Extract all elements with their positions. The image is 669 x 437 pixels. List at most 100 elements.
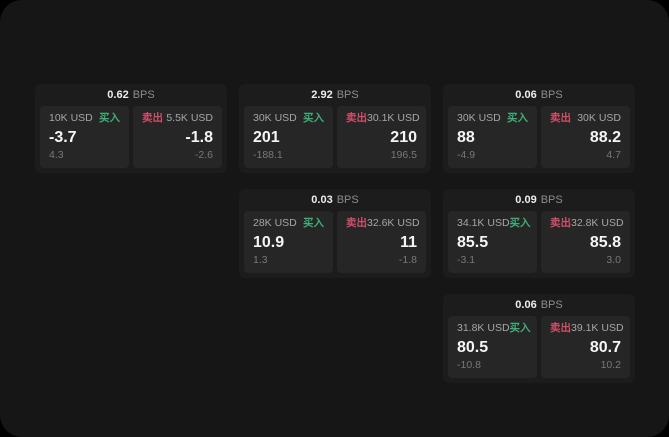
buy-panel-top: 30K USD 买入 [457, 112, 528, 125]
buy-side-label: 买入 [509, 322, 531, 334]
buy-quote-panel[interactable]: 34.1K USD 买入 85.5 -3.1 [448, 211, 537, 273]
spread-header: 0.03 BPS [239, 189, 431, 211]
buy-quote-panel[interactable]: 30K USD 买入 201 -188.1 [244, 106, 333, 168]
sell-notional: 30.1K USD [367, 112, 420, 124]
sell-panel-top: 卖出 32.8K USD [550, 217, 624, 230]
sell-price: 85.8 [589, 233, 621, 251]
quote-body: 34.1K USD 买入 85.5 -3.1 卖出 32.8K USD 85.8… [443, 211, 635, 278]
sell-notional: 39.1K USD [571, 322, 624, 334]
spread-unit: BPS [336, 89, 359, 101]
buy-notional: 30K USD [457, 112, 501, 124]
quote-card: 0.09 BPS 34.1K USD 买入 85.5 -3.1 卖出 32.8K… [443, 189, 635, 278]
buy-price: 85.5 [457, 233, 489, 251]
sell-side-label: 卖出 [346, 217, 367, 229]
buy-price: 80.5 [457, 338, 489, 356]
sell-quote-panel[interactable]: 卖出 30.1K USD 210 196.5 [337, 106, 426, 168]
spread-header: 2.92 BPS [239, 84, 431, 106]
sell-side-label: 卖出 [550, 217, 571, 229]
sell-notional: 32.8K USD [571, 217, 624, 229]
sell-notional: 30K USD [577, 112, 621, 124]
spread-header: 0.06 BPS [443, 294, 635, 316]
sell-panel-top: 卖出 39.1K USD [550, 322, 624, 335]
sell-price: 11 [400, 233, 417, 251]
sell-price: 80.7 [589, 338, 621, 356]
spread-unit: BPS [336, 194, 359, 206]
spread-value: 0.03 [311, 194, 333, 206]
buy-notional: 28K USD [253, 217, 297, 229]
buy-side-label: 买入 [507, 112, 528, 124]
sell-quote-panel[interactable]: 卖出 39.1K USD 80.7 10.2 [541, 316, 630, 378]
sell-side-label: 卖出 [550, 112, 571, 124]
buy-price: -3.7 [49, 128, 77, 146]
sell-price: 88.2 [589, 128, 621, 146]
quote-card: 0.62 BPS 10K USD 买入 -3.7 4.3 卖出 5.5K USD [35, 84, 227, 173]
quote-card: 0.03 BPS 28K USD 买入 10.9 1.3 卖出 32.6K US… [239, 189, 431, 278]
sell-side-label: 卖出 [346, 112, 367, 124]
sell-delta: 196.5 [390, 149, 417, 162]
buy-notional: 31.8K USD [457, 322, 510, 334]
buy-delta: 1.3 [253, 254, 268, 267]
buy-quote-panel[interactable]: 31.8K USD 买入 80.5 -10.8 [448, 316, 537, 378]
sell-delta: -2.6 [194, 149, 213, 162]
quote-card: 0.06 BPS 30K USD 买入 88 -4.9 卖出 30K USD [443, 84, 635, 173]
spread-value: 0.62 [107, 89, 129, 101]
sell-panel-top: 卖出 32.6K USD [346, 217, 420, 230]
buy-delta: -4.9 [457, 149, 476, 162]
spread-header: 0.09 BPS [443, 189, 635, 211]
sell-delta: 3.0 [606, 254, 621, 267]
buy-delta: -188.1 [253, 149, 283, 162]
buy-price: 10.9 [253, 233, 285, 251]
buy-quote-panel[interactable]: 28K USD 买入 10.9 1.3 [244, 211, 333, 273]
buy-price: 201 [253, 128, 280, 146]
buy-panel-top: 10K USD 买入 [49, 112, 120, 125]
quote-body: 30K USD 买入 88 -4.9 卖出 30K USD 88.2 4.7 [443, 106, 635, 173]
spread-value: 0.06 [515, 89, 537, 101]
buy-delta: -10.8 [457, 359, 481, 372]
sell-panel-top: 卖出 30K USD [550, 112, 621, 125]
sell-quote-panel[interactable]: 卖出 32.8K USD 85.8 3.0 [541, 211, 630, 273]
spread-unit: BPS [540, 89, 563, 101]
buy-side-label: 买入 [303, 112, 324, 124]
spread-unit: BPS [540, 194, 563, 206]
quote-body: 10K USD 买入 -3.7 4.3 卖出 5.5K USD -1.8 -2.… [35, 106, 227, 173]
quote-card: 0.06 BPS 31.8K USD 买入 80.5 -10.8 卖出 39.1… [443, 294, 635, 383]
spread-unit: BPS [540, 299, 563, 311]
buy-price: 88 [457, 128, 475, 146]
buy-side-label: 买入 [303, 217, 324, 229]
sell-quote-panel[interactable]: 卖出 30K USD 88.2 4.7 [541, 106, 630, 168]
spread-unit: BPS [132, 89, 155, 101]
quote-grid: 0.62 BPS 10K USD 买入 -3.7 4.3 卖出 5.5K USD [35, 84, 635, 383]
spread-value: 0.06 [515, 299, 537, 311]
spread-value: 0.09 [515, 194, 537, 206]
quote-body: 30K USD 买入 201 -188.1 卖出 30.1K USD 210 1… [239, 106, 431, 173]
spread-header: 0.06 BPS [443, 84, 635, 106]
sell-quote-panel[interactable]: 卖出 5.5K USD -1.8 -2.6 [133, 106, 222, 168]
buy-side-label: 买入 [509, 217, 531, 229]
spread-value: 2.92 [311, 89, 333, 101]
buy-delta: -3.1 [457, 254, 476, 267]
sell-panel-top: 卖出 30.1K USD [346, 112, 420, 125]
sell-price: 210 [390, 128, 417, 146]
buy-notional: 34.1K USD [457, 217, 510, 229]
sell-price: -1.8 [185, 128, 213, 146]
buy-panel-top: 28K USD 买入 [253, 217, 324, 230]
buy-quote-panel[interactable]: 30K USD 买入 88 -4.9 [448, 106, 537, 168]
sell-quote-panel[interactable]: 卖出 32.6K USD 11 -1.8 [337, 211, 426, 273]
sell-notional: 32.6K USD [367, 217, 420, 229]
quote-body: 31.8K USD 买入 80.5 -10.8 卖出 39.1K USD 80.… [443, 316, 635, 383]
sell-notional: 5.5K USD [166, 112, 213, 124]
sell-side-label: 卖出 [550, 322, 571, 334]
buy-side-label: 买入 [99, 112, 120, 124]
sell-delta: 10.2 [600, 359, 621, 372]
quote-card: 2.92 BPS 30K USD 买入 201 -188.1 卖出 30.1K … [239, 84, 431, 173]
buy-delta: 4.3 [49, 149, 64, 162]
quote-body: 28K USD 买入 10.9 1.3 卖出 32.6K USD 11 -1.8 [239, 211, 431, 278]
sell-side-label: 卖出 [142, 112, 163, 124]
buy-quote-panel[interactable]: 10K USD 买入 -3.7 4.3 [40, 106, 129, 168]
sell-panel-top: 卖出 5.5K USD [142, 112, 213, 125]
buy-panel-top: 30K USD 买入 [253, 112, 324, 125]
buy-notional: 10K USD [49, 112, 93, 124]
sell-delta: 4.7 [606, 149, 621, 162]
buy-panel-top: 34.1K USD 买入 [457, 217, 531, 230]
